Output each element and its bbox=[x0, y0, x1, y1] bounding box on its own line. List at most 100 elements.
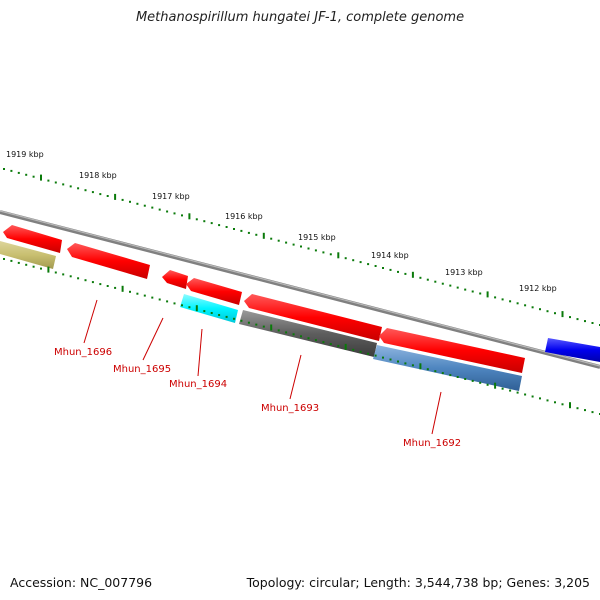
minor-tick bbox=[501, 298, 504, 301]
minor-tick bbox=[25, 263, 28, 266]
minor-tick bbox=[471, 290, 474, 293]
minor-tick bbox=[136, 202, 139, 205]
kbp-label: 1916 kbp bbox=[225, 212, 263, 221]
gene-labels: Mhun_1696 Mhun_1695 Mhun_1694 Mhun_1693 … bbox=[54, 347, 461, 449]
minor-tick bbox=[225, 226, 228, 228]
minor-tick bbox=[456, 376, 459, 378]
minor-tick bbox=[277, 329, 280, 332]
minor-tick bbox=[367, 352, 370, 355]
minor-tick bbox=[285, 241, 288, 244]
genome-title: Methanospirillum hungatei JF-1, complete… bbox=[135, 10, 465, 25]
minor-tick bbox=[479, 292, 482, 295]
minor-tick bbox=[106, 195, 109, 197]
minor-tick bbox=[411, 364, 414, 367]
minor-tick bbox=[173, 212, 176, 215]
minor-tick bbox=[300, 245, 302, 248]
minor-tick bbox=[382, 356, 384, 359]
minor-tick bbox=[531, 306, 534, 309]
minor-tick bbox=[516, 302, 519, 305]
minor-tick bbox=[576, 318, 579, 321]
minor-tick bbox=[307, 247, 310, 250]
minor-tick bbox=[3, 258, 5, 260]
minor-tick bbox=[77, 277, 80, 280]
minor-tick bbox=[576, 407, 579, 410]
minor-tick bbox=[292, 333, 295, 336]
minor-tick bbox=[382, 267, 384, 269]
minor-tick bbox=[554, 312, 556, 315]
kbp-label: 1912 kbp bbox=[519, 284, 557, 293]
minor-tick bbox=[240, 229, 243, 232]
minor-tick bbox=[404, 362, 407, 365]
minor-tick bbox=[509, 300, 512, 303]
minor-tick bbox=[247, 321, 250, 324]
gene-arrow bbox=[186, 278, 242, 305]
minor-tick bbox=[203, 310, 206, 313]
minor-tick bbox=[91, 191, 94, 194]
minor-tick bbox=[114, 286, 117, 289]
minor-tick bbox=[546, 310, 549, 313]
minor-tick bbox=[129, 200, 131, 203]
minor-tick bbox=[584, 409, 586, 412]
minor-tick bbox=[54, 181, 57, 184]
major-tick bbox=[411, 271, 414, 278]
gene-arrow bbox=[180, 294, 238, 323]
gene-label: Mhun_1694 bbox=[169, 379, 227, 390]
minor-tick bbox=[434, 370, 437, 373]
minor-tick bbox=[225, 315, 228, 318]
minor-tick bbox=[539, 397, 541, 400]
minor-tick bbox=[270, 237, 273, 240]
minor-tick bbox=[255, 323, 258, 326]
minor-tick bbox=[54, 271, 57, 274]
minor-tick bbox=[247, 231, 250, 234]
minor-tick bbox=[262, 325, 265, 328]
minor-tick bbox=[210, 312, 213, 314]
minor-tick bbox=[69, 185, 72, 188]
outer-tick-ruler bbox=[3, 168, 600, 326]
kbp-label: 1918 kbp bbox=[79, 171, 117, 180]
gene-arrow bbox=[244, 294, 382, 341]
minor-tick bbox=[352, 348, 355, 351]
minor-tick bbox=[3, 168, 5, 170]
kbp-label: 1914 kbp bbox=[371, 251, 409, 260]
minor-tick bbox=[509, 389, 512, 392]
minor-tick bbox=[397, 360, 399, 363]
kbp-label: 1919 kbp bbox=[6, 150, 44, 159]
major-tick bbox=[419, 363, 422, 370]
minor-tick bbox=[441, 372, 444, 375]
minor-tick bbox=[426, 278, 429, 281]
genome-backbone bbox=[0, 210, 600, 369]
minor-tick bbox=[40, 267, 42, 270]
minor-tick bbox=[449, 284, 452, 287]
major-tick bbox=[561, 311, 564, 318]
gene-label: Mhun_1693 bbox=[261, 403, 319, 414]
minor-tick bbox=[233, 317, 235, 320]
minor-tick bbox=[359, 350, 362, 353]
minor-tick bbox=[17, 261, 20, 264]
minor-tick bbox=[181, 304, 183, 307]
minor-tick bbox=[441, 282, 444, 285]
gene-arrow bbox=[3, 225, 62, 253]
minor-tick bbox=[367, 263, 370, 266]
minor-tick bbox=[151, 296, 154, 299]
major-tick bbox=[47, 266, 50, 273]
kbp-label: 1913 kbp bbox=[445, 268, 483, 277]
genome-stats-text: Topology: circular; Length: 3,544,738 bp… bbox=[246, 575, 590, 590]
major-tick bbox=[486, 291, 489, 298]
minor-tick bbox=[314, 339, 317, 342]
minor-tick bbox=[397, 270, 399, 273]
minor-tick bbox=[218, 314, 221, 316]
minor-tick bbox=[69, 275, 72, 278]
major-tick bbox=[40, 174, 42, 181]
minor-tick bbox=[554, 401, 556, 404]
minor-tick bbox=[277, 239, 280, 242]
minor-tick bbox=[524, 304, 527, 307]
gene-label: Mhun_1696 bbox=[54, 347, 112, 358]
gene-arrow bbox=[239, 310, 377, 357]
minor-tick bbox=[285, 331, 288, 334]
minor-tick bbox=[516, 391, 519, 394]
minor-tick bbox=[464, 378, 467, 380]
kbp-label: 1915 kbp bbox=[298, 233, 336, 242]
minor-tick bbox=[121, 198, 124, 201]
minor-tick bbox=[173, 302, 176, 305]
